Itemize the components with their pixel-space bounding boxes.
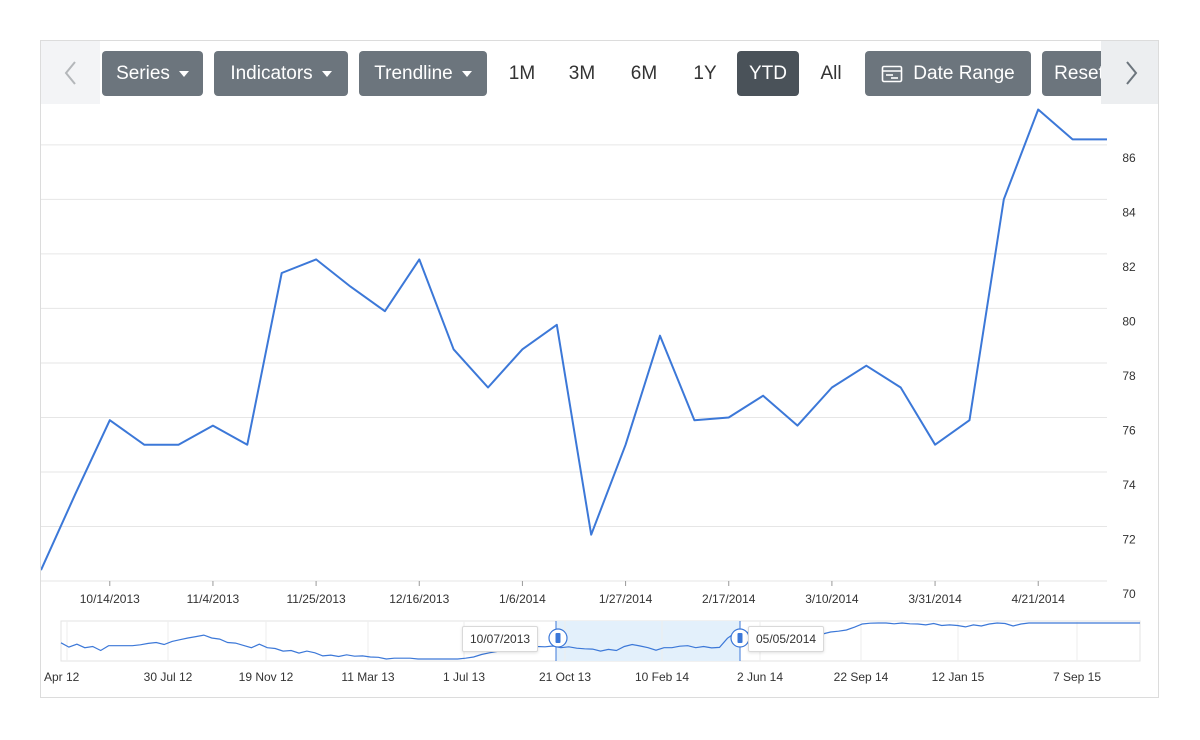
y-tick-label: 86 (1122, 151, 1136, 165)
y-tick-label: 82 (1122, 260, 1136, 274)
y-axis: 70 72 74 76 78 80 82 84 86 (1122, 151, 1136, 601)
x-tick-label: 2/17/2014 (702, 592, 756, 606)
chevron-right-icon (1125, 60, 1137, 85)
navigator-x-tick-label: 19 Nov 12 (239, 670, 294, 684)
period-1y-button[interactable]: 1Y (693, 62, 717, 84)
toolbar-prev-button[interactable] (41, 41, 100, 104)
navigator-x-tick-label: 22 Sep 14 (834, 670, 889, 684)
period-3m-button[interactable]: 3M (568, 62, 596, 84)
calendar-icon (881, 65, 903, 82)
x-tick-label: 3/31/2014 (908, 592, 962, 606)
caret-down-icon (321, 70, 332, 77)
stock-chart-container: 70 72 74 76 78 80 82 84 86 10/14/2013 11/4/2013 11… (40, 40, 1159, 698)
x-tick-label: 12/16/2013 (389, 592, 449, 606)
navigator[interactable]: 9 Apr 12 30 Jul 12 19 Nov 12 11 Mar 13 1 Jul… (41, 620, 1141, 684)
y-tick-label: 84 (1122, 205, 1136, 219)
chevron-left-icon (64, 60, 76, 85)
navigator-x-tick-label: 11 Mar 13 (341, 670, 394, 684)
x-tick-label: 11/25/2013 (287, 592, 346, 606)
series-button-label: Series (116, 62, 170, 84)
y-tick-label: 78 (1122, 369, 1136, 383)
series-dropdown-button[interactable]: Series (102, 51, 203, 96)
y-tick-label: 80 (1122, 314, 1136, 328)
x-tick-label: 1/6/2014 (499, 592, 546, 606)
navigator-x-tick-label: 1 Jul 13 (443, 670, 485, 684)
navigator-selection[interactable] (556, 621, 740, 661)
x-axis: 10/14/2013 11/4/2013 11/25/2013 12/16/2013 1… (80, 581, 1065, 606)
chart-area: 70 72 74 76 78 80 82 84 86 10/14/2013 11/4/2013 11… (41, 108, 1141, 684)
indicators-dropdown-button[interactable]: Indicators (214, 51, 348, 96)
navigator-left-handle[interactable] (548, 628, 568, 648)
date-range-button-label: Date Range (913, 62, 1015, 84)
period-all-button[interactable]: All (820, 62, 842, 84)
indicators-button-label: Indicators (230, 62, 313, 84)
navigator-start-date-label: 10/07/2013 (462, 626, 539, 652)
x-tick-label: 10/14/2013 (80, 592, 140, 606)
navigator-x-tick-label: 10 Feb 14 (635, 670, 689, 684)
x-tick-label: 1/27/2014 (599, 592, 653, 606)
navigator-x-axis: 9 Apr 12 30 Jul 12 19 Nov 12 11 Mar 13 1 Jul… (41, 670, 1101, 684)
navigator-x-tick-label: 7 Sep 15 (1053, 670, 1101, 684)
navigator-right-handle[interactable] (730, 628, 750, 648)
toolbar-next-button[interactable] (1101, 41, 1158, 104)
y-tick-label: 74 (1122, 478, 1136, 492)
caret-down-icon (461, 70, 472, 77)
x-tick-label: 4/21/2014 (1012, 592, 1066, 606)
navigator-x-tick-label: 12 Jan 15 (932, 670, 985, 684)
navigator-x-tick-label: 21 Oct 13 (539, 670, 591, 684)
navigator-x-tick-label: 30 Jul 12 (144, 670, 193, 684)
x-tick-label: 3/10/2014 (805, 592, 859, 606)
period-1m-button[interactable]: 1M (508, 62, 536, 84)
date-range-button[interactable]: Date Range (865, 51, 1031, 96)
reset-button-label: Reset (1054, 62, 1104, 84)
trendline-dropdown-button[interactable]: Trendline (359, 51, 487, 96)
gridlines (41, 144, 1107, 582)
navigator-series-line (60, 622, 1140, 660)
trendline-button-label: Trendline (374, 62, 453, 84)
navigator-end-date-label: 05/05/2014 (748, 626, 825, 652)
period-6m-button[interactable]: 6M (630, 62, 658, 84)
caret-down-icon (178, 70, 189, 77)
price-series-line (41, 108, 1107, 571)
navigator-x-tick-label: 9 Apr 12 (41, 670, 80, 684)
navigator-x-tick-label: 2 Jun 14 (737, 670, 783, 684)
y-tick-label: 76 (1122, 423, 1136, 437)
period-ytd-button[interactable]: YTD (737, 51, 799, 96)
range-toolbar: Series Indicators Trendline 1M 3M 6M 1Y … (41, 41, 1158, 104)
x-tick-label: 11/4/2013 (187, 592, 240, 606)
y-tick-label: 72 (1122, 532, 1136, 546)
y-tick-label: 70 (1122, 587, 1136, 601)
